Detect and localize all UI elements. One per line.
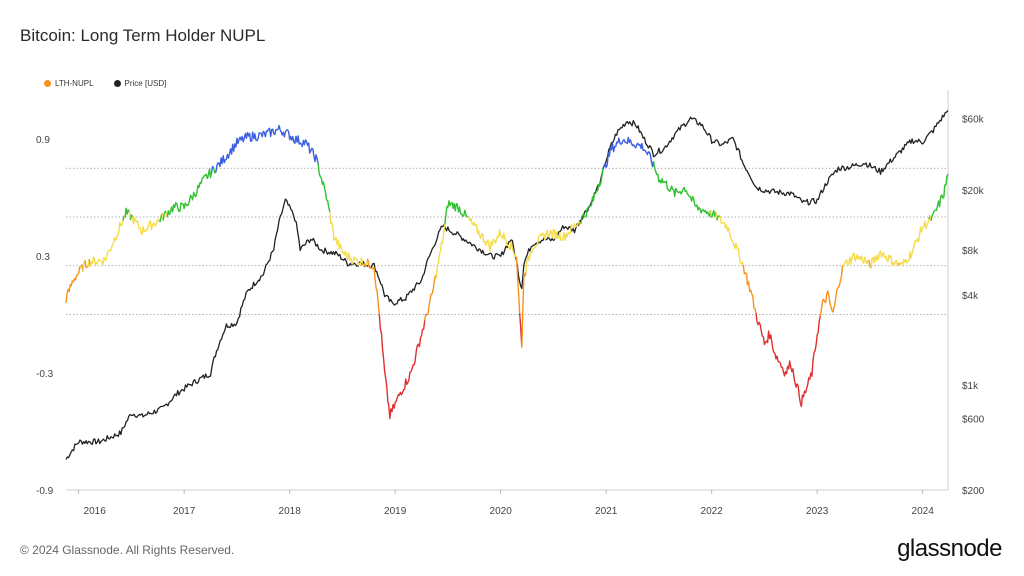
y-right-tick-label: $8k [962, 246, 979, 257]
lth-nupl-segment [162, 210, 167, 221]
y-right-tick-label: $600 [962, 414, 985, 425]
x-tick-label: 2017 [173, 506, 196, 517]
legend-item-price[interactable]: Price [USD] [113, 79, 167, 88]
lth-nupl-segment [711, 210, 717, 218]
lth-nupl-segment [424, 314, 427, 321]
x-tick-label: 2023 [806, 506, 829, 517]
lth-nupl-segment [580, 214, 586, 224]
lth-nupl-segment [124, 207, 130, 218]
lth-nupl-segment [930, 173, 949, 222]
lth-nupl-segment [435, 224, 446, 278]
x-tick-label: 2016 [84, 506, 107, 517]
lth-nupl-segment [652, 160, 712, 217]
lth-nupl-segment [131, 216, 161, 236]
lth-nupl-segment [210, 165, 215, 173]
lth-nupl-segment [317, 163, 331, 213]
lth-nupl-segment [842, 252, 870, 268]
legend-item-lth-nupl[interactable]: LTH-NUPL [44, 79, 94, 88]
chart-title: Bitcoin: Long Term Holder NUPL [20, 26, 266, 45]
lth-nupl-segment [426, 275, 437, 316]
lth-nupl-segment [719, 216, 744, 266]
lth-nupl-segment [755, 313, 821, 408]
lth-nupl-segment [521, 272, 527, 348]
x-tick-label: 2024 [912, 506, 935, 517]
y-right-tick-label: $20k [962, 186, 985, 197]
y-left-tick-label: 0.3 [36, 252, 50, 263]
lth-nupl-segment [444, 200, 468, 225]
lth-nupl-segment [819, 265, 845, 316]
lth-nupl-segment [166, 168, 213, 218]
lth-nupl-segment [65, 266, 82, 303]
y-left-tick-label: 0.9 [36, 135, 50, 146]
lth-nupl-segment [425, 313, 428, 316]
lth-nupl-segment [515, 256, 521, 314]
y-right-tick-label: $1k [962, 381, 979, 392]
lth-nupl-segment [329, 211, 364, 266]
lth-nupl-segment [716, 215, 721, 221]
lth-nupl-segment [367, 258, 380, 315]
x-tick-label: 2019 [384, 506, 407, 517]
legend-swatch-price [113, 80, 121, 87]
lth-nupl-segment [525, 221, 582, 273]
legend-label-lth-nupl: LTH-NUPL [55, 79, 94, 88]
lth-nupl-segment [378, 314, 426, 420]
y-right-tick-label: $60k [962, 115, 985, 126]
legend-swatch-lth-nupl [44, 80, 51, 87]
lth-nupl-segment [742, 264, 757, 314]
x-tick-label: 2021 [595, 506, 618, 517]
lth-nupl-segment [870, 250, 900, 269]
y-right-tick-label: $4k [962, 291, 979, 302]
x-tick-label: 2022 [701, 506, 724, 517]
y-right-tick-label: $200 [962, 486, 985, 497]
copyright-text: © 2024 Glassnode. All Rights Reserved. [20, 543, 235, 557]
lth-nupl-segment [898, 218, 930, 267]
lth-nupl-segment [89, 220, 124, 267]
lth-nupl-segment [129, 214, 134, 221]
chart-legend: LTH-NUPL Price [USD] [44, 79, 166, 88]
y-left-tick-label: -0.9 [36, 486, 54, 497]
legend-label-price: Price [USD] [124, 79, 167, 88]
lth-nupl-segment [602, 136, 655, 170]
lth-nupl-segment [213, 167, 217, 174]
y-left-tick-label: -0.3 [36, 369, 54, 380]
glassnode-logo: glassnode [897, 535, 1002, 562]
lth-nupl-segment [585, 169, 604, 218]
lth-nupl-segment [215, 124, 319, 173]
x-tick-label: 2020 [490, 506, 513, 517]
x-tick-label: 2018 [279, 506, 302, 517]
lth-nupl-segment [467, 216, 517, 258]
price-line [65, 110, 949, 460]
